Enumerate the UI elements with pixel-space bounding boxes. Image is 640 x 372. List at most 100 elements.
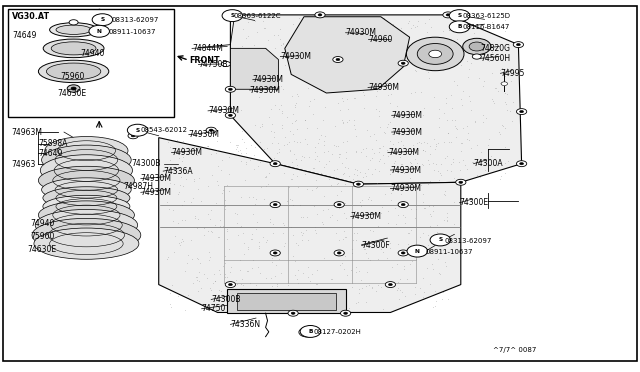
Point <box>174 240 184 246</box>
Point <box>428 203 438 209</box>
Circle shape <box>222 10 243 22</box>
Point <box>196 198 206 204</box>
Point <box>392 287 402 293</box>
Point <box>244 70 255 76</box>
Point <box>164 157 175 163</box>
Point <box>446 161 456 167</box>
Point <box>410 67 420 73</box>
Point <box>296 215 307 221</box>
Point <box>431 54 442 60</box>
Ellipse shape <box>47 63 101 80</box>
Point <box>339 54 349 60</box>
Point <box>403 20 413 26</box>
Point <box>304 154 314 160</box>
Point <box>287 158 297 164</box>
Point <box>349 171 359 177</box>
Point <box>449 199 460 205</box>
Circle shape <box>315 12 325 18</box>
Point <box>175 242 185 248</box>
Circle shape <box>513 42 524 48</box>
Point <box>340 16 351 22</box>
Point <box>391 221 401 227</box>
Point <box>385 100 395 106</box>
Point <box>449 175 459 181</box>
Point <box>378 249 388 255</box>
Point <box>175 182 186 188</box>
Point <box>472 142 482 148</box>
Point <box>280 240 290 246</box>
Point <box>356 277 366 283</box>
Point <box>352 167 362 173</box>
Point <box>253 48 263 54</box>
Point <box>442 217 452 223</box>
Point <box>211 200 221 206</box>
Point <box>388 181 399 187</box>
Point <box>401 200 412 206</box>
Point <box>401 276 412 282</box>
Point <box>495 67 506 73</box>
Point <box>319 142 329 148</box>
Point <box>360 170 370 176</box>
Point <box>419 105 429 110</box>
Point <box>319 193 330 199</box>
Point <box>190 213 200 219</box>
Point <box>386 91 396 97</box>
Point <box>163 254 173 260</box>
Point <box>399 170 410 176</box>
Point <box>332 181 342 187</box>
Point <box>411 256 421 262</box>
Point <box>192 277 202 283</box>
Point <box>304 67 314 73</box>
Point <box>434 236 444 242</box>
Point <box>303 36 314 42</box>
Point <box>354 267 364 273</box>
Point <box>304 103 314 109</box>
Point <box>449 61 459 67</box>
Point <box>296 202 306 208</box>
Point <box>452 83 462 89</box>
Point <box>412 249 422 255</box>
Point <box>204 257 214 263</box>
Point <box>312 35 322 41</box>
Point <box>421 141 431 147</box>
Circle shape <box>270 250 280 256</box>
Point <box>406 258 417 264</box>
Point <box>319 41 330 46</box>
Point <box>432 41 442 47</box>
Point <box>347 183 357 189</box>
Point <box>339 40 349 46</box>
Point <box>336 31 346 37</box>
Point <box>285 128 295 134</box>
Point <box>248 257 259 263</box>
Circle shape <box>520 163 524 165</box>
Point <box>460 162 470 168</box>
Point <box>426 214 436 219</box>
Point <box>410 291 420 297</box>
Point <box>285 147 295 153</box>
Point <box>432 222 442 228</box>
Point <box>230 152 240 158</box>
Circle shape <box>401 252 405 254</box>
Point <box>219 296 229 302</box>
Circle shape <box>71 87 76 90</box>
Point <box>216 167 226 173</box>
Point <box>442 41 452 46</box>
Point <box>308 203 319 209</box>
Point <box>505 108 515 114</box>
Point <box>225 246 235 252</box>
Circle shape <box>340 310 351 316</box>
Point <box>442 130 452 136</box>
Text: 74930M: 74930M <box>368 83 399 92</box>
Point <box>411 68 421 74</box>
Text: S: S <box>136 128 140 133</box>
Circle shape <box>501 82 508 86</box>
Point <box>374 48 384 54</box>
Point <box>403 43 413 49</box>
Point <box>325 214 335 219</box>
Point <box>257 123 268 129</box>
Point <box>476 149 486 155</box>
Point <box>265 216 275 222</box>
Point <box>507 118 517 124</box>
Point <box>342 138 352 144</box>
Point <box>419 205 429 211</box>
